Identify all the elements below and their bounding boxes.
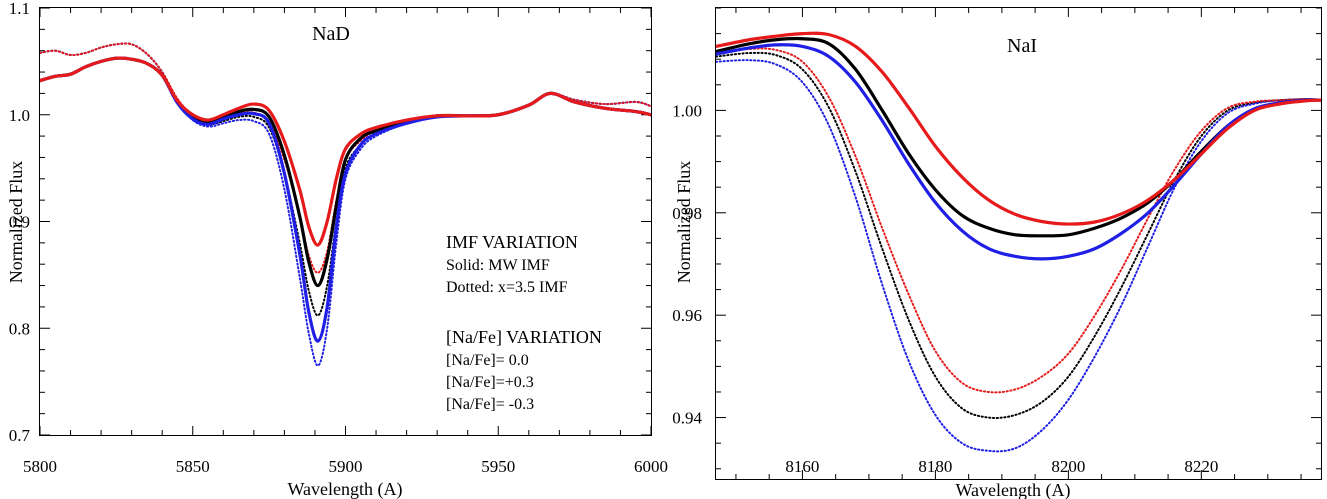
nad-x-tick-label: 5900 (329, 457, 363, 476)
nad-y-tick-label: 0.8 (9, 319, 30, 338)
nad-x-tick-label: 5950 (481, 457, 515, 476)
nai-y-tick-label: 0.98 (672, 204, 702, 223)
nad-y-tick-label: 0.7 (9, 426, 31, 445)
nai-ticks: 8160 8180 8200 8220 0.94 0.96 0.98 1.00 (672, 7, 1321, 479)
nad-y-tick-label: 0.9 (9, 213, 30, 232)
nai-series (716, 31, 1321, 453)
nad-y-axis-label: Normalized Flux (6, 161, 26, 283)
nad-legend: IMF VARIATION Solid: MW IMF Dotted: x=3.… (446, 232, 602, 413)
nad-series-red-solid-line (40, 56, 651, 247)
nai-plot-frame (715, 7, 1322, 480)
nai-panel: 8160 8180 8200 8220 0.94 0.96 0.98 1.00 NaI Wav… (672, 7, 1322, 499)
imf-legend-title: IMF VARIATION (446, 232, 578, 252)
nai-y-tick-label: 1.00 (672, 101, 702, 120)
nad-x-tick-label: 6000 (634, 457, 668, 476)
nad-x-axis-label: Wavelength (A) (287, 479, 402, 499)
nad-y-tick-label: 1.1 (9, 0, 30, 18)
nai-x-axis-label: Wavelength (A) (955, 480, 1070, 499)
nai-y-axis-label: Normalized Flux (674, 161, 694, 283)
nafe-legend-entry-zero: [Na/Fe]= 0.0 (446, 352, 529, 369)
nai-y-tick-label: 0.96 (672, 306, 702, 325)
imf-legend-solid: Solid: MW IMF (446, 257, 550, 274)
nai-x-tick-label: 8220 (1184, 457, 1218, 476)
nad-series-blue-dotted-line (40, 42, 651, 367)
nad-title: NaD (312, 23, 350, 45)
nai-series-black-solid-line (716, 36, 1321, 238)
nai-x-tick-label: 8180 (918, 457, 952, 476)
nai-series-blue-solid-line (716, 43, 1321, 261)
nai-title: NaI (1007, 35, 1037, 57)
nai-series-red-dotted-line (716, 47, 1321, 394)
nafe-legend-entry-minus: [Na/Fe]= -0.3 (446, 396, 534, 413)
nafe-legend-entry-plus: [Na/Fe]=+0.3 (446, 374, 534, 391)
nai-y-tick-label: 0.94 (672, 409, 702, 428)
nai-x-tick-label: 8200 (1051, 457, 1085, 476)
nai-series-blue-dotted-line (716, 59, 1321, 453)
imf-legend-dotted: Dotted: x=3.5 IMF (446, 279, 568, 296)
nad-y-tick-label: 1.0 (9, 106, 30, 125)
nad-ticks: 5800 5850 5900 5950 6000 0.7 0.8 0.9 1.0 1.1 (9, 0, 668, 476)
nad-x-tick-label: 5800 (23, 457, 57, 476)
nad-x-tick-label: 5850 (176, 457, 210, 476)
nad-series-blue-solid-line (40, 56, 651, 343)
nad-series (40, 42, 651, 367)
nai-series-black-dotted-line (716, 51, 1321, 419)
nad-plot-frame (39, 7, 652, 436)
nai-x-tick-label: 8160 (785, 457, 819, 476)
nafe-legend-title: [Na/Fe] VARIATION (446, 327, 602, 347)
nai-series-red-solid-line (716, 31, 1321, 226)
